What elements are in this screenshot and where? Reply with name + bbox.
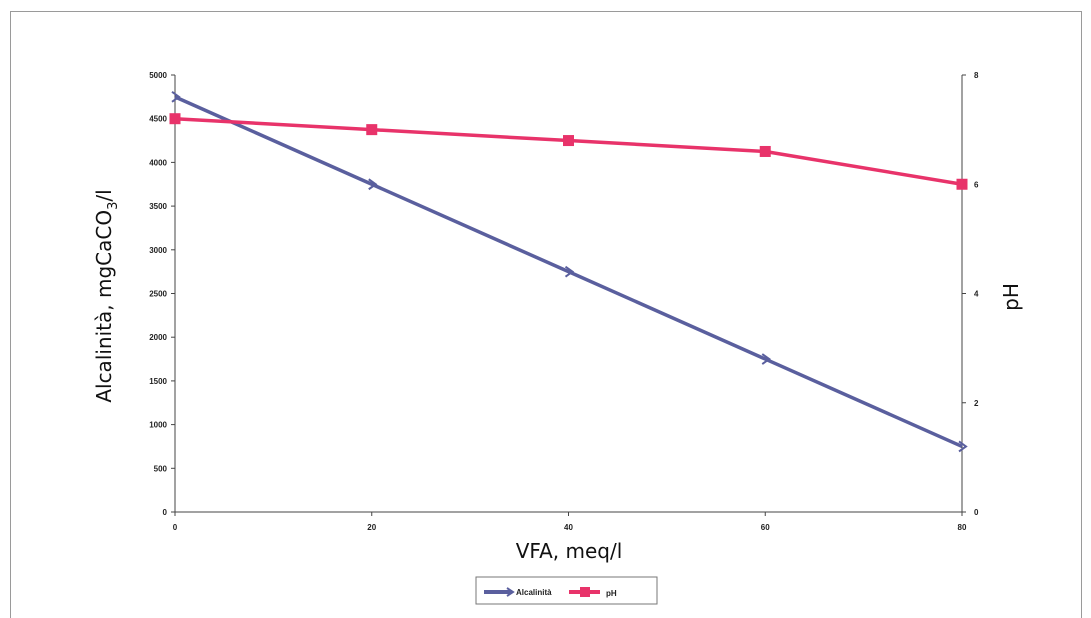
- series-line-alcalinita: [174, 95, 963, 449]
- data-point-alcalinita: [564, 265, 575, 278]
- data-point-alcalinita: [171, 91, 181, 103]
- legend: Alcalinità pH: [475, 576, 658, 605]
- data-point-ph: [169, 113, 181, 125]
- y-right-tick-label: 8: [974, 71, 979, 80]
- y-left-axis-title-subscript: 3: [106, 202, 121, 210]
- data-point-ph: [366, 124, 378, 136]
- x-tick-label: 80: [958, 523, 967, 532]
- x-axis-title: VFA, meq/l: [516, 539, 623, 563]
- data-point-ph: [956, 178, 968, 190]
- y-left-tick-label: 0: [163, 508, 168, 517]
- y-left-tick-label: 500: [154, 464, 168, 473]
- y-left-tick-label: 3500: [149, 202, 167, 211]
- y-left-tick-label: 5000: [149, 71, 167, 80]
- y-left-tick-label: 4500: [149, 115, 167, 124]
- y-left-tick-label: 1500: [149, 377, 167, 386]
- data-point-alcalinita: [958, 440, 968, 453]
- data-point-alcalinita: [761, 353, 771, 365]
- y-left-tick-label: 4000: [149, 158, 167, 167]
- y-left-axis-title-main: Alcalinità, mgCaCO: [92, 210, 116, 403]
- y-left-axis-title: Alcalinità, mgCaCO3/l: [92, 189, 121, 402]
- series-layer: [169, 91, 968, 453]
- y-left-tick-label: 2500: [149, 290, 167, 299]
- legend-marker-alcalinita: [506, 587, 515, 597]
- x-tick-label: 0: [173, 523, 178, 532]
- y-right-axis-title: pH: [999, 283, 1023, 311]
- y-left-axis-title-tail: /l: [92, 189, 116, 201]
- y-right-tick-label: 6: [974, 180, 979, 189]
- y-right-tick-label: 2: [974, 399, 979, 408]
- legend-marker-ph: [580, 587, 590, 597]
- data-point-alcalinita: [368, 178, 378, 191]
- legend-label-alcalinita: Alcalinità: [516, 588, 552, 597]
- data-point-ph: [563, 135, 574, 147]
- axes: [171, 74, 966, 516]
- legend-label-ph: pH: [606, 589, 617, 598]
- y-left-tick-label: 2000: [149, 333, 167, 342]
- data-point-ph: [759, 145, 771, 157]
- x-tick-label: 60: [761, 523, 770, 532]
- y-right-tick-label: 0: [974, 508, 979, 517]
- y-right-tick-label: 4: [974, 290, 979, 299]
- x-tick-label: 20: [367, 523, 376, 532]
- tick-labels: 0500100015002000250030003500400045005000…: [149, 71, 979, 532]
- y-left-tick-label: 3000: [149, 246, 167, 255]
- chart-frame: [10, 11, 1082, 618]
- y-left-tick-label: 1000: [149, 421, 167, 430]
- x-tick-label: 40: [564, 523, 573, 532]
- series-line-ph: [174, 116, 963, 186]
